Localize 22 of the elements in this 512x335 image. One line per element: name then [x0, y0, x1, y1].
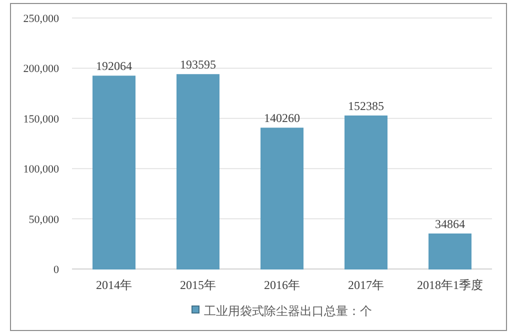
bar: [260, 128, 304, 270]
bar: [428, 233, 472, 270]
x-tick-label: 2015年: [180, 278, 216, 292]
data-label: 34864: [435, 216, 465, 231]
bar: [344, 116, 388, 270]
bar: [92, 76, 136, 270]
y-tick-label: 200,000: [23, 63, 60, 76]
x-tick-label: 2017年: [348, 278, 384, 292]
y-tick-label: 150,000: [23, 113, 60, 126]
y-tick-label: 100,000: [23, 164, 60, 176]
y-tick-label: 250,000: [23, 13, 60, 25]
x-tick-label: 2014年: [96, 278, 132, 292]
legend-label: 工业用袋式除尘器出口总量：个: [204, 304, 372, 318]
y-tick-label: 50,000: [28, 214, 60, 226]
x-tick-label: 2016年: [264, 278, 300, 292]
y-tick-label: 0: [54, 264, 60, 276]
data-label: 192064: [96, 59, 132, 74]
x-tick-label: 2018年1季度: [417, 278, 483, 292]
bar: [176, 74, 220, 270]
data-label: 140260: [264, 111, 300, 126]
data-label: 193595: [180, 58, 216, 72]
data-label: 152385: [348, 99, 384, 114]
